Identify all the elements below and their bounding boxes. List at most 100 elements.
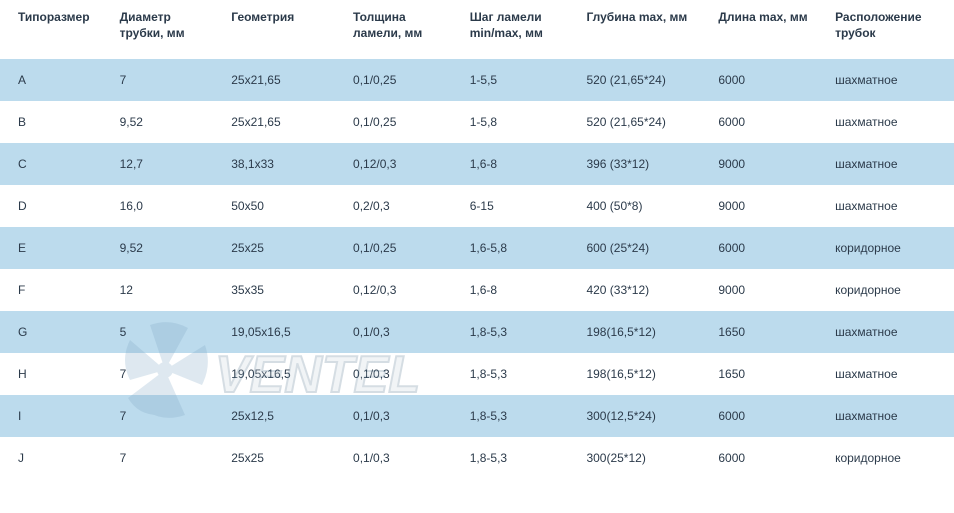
table-cell: 520 (21,65*24) (578, 101, 710, 143)
table-cell: 0,12/0,3 (345, 143, 462, 185)
table-cell: 0,2/0,3 (345, 185, 462, 227)
table-cell: 1,8-5,3 (462, 437, 579, 479)
table-cell: 1,8-5,3 (462, 353, 579, 395)
table-row: G519,05x16,50,1/0,31,8-5,3198(16,5*12)16… (0, 311, 954, 353)
table-cell: 300(12,5*24) (578, 395, 710, 437)
table-cell: C (0, 143, 112, 185)
table-cell: 198(16,5*12) (578, 311, 710, 353)
table-cell: 25x21,65 (223, 59, 345, 101)
table-cell: 300(25*12) (578, 437, 710, 479)
table-cell: 1-5,5 (462, 59, 579, 101)
table-cell: 7 (112, 59, 224, 101)
table-cell: 25x25 (223, 437, 345, 479)
col-header-depth: Глубина max, мм (578, 0, 710, 59)
table-cell: E (0, 227, 112, 269)
table-cell: A (0, 59, 112, 101)
table-row: E9,5225x250,1/0,251,6-5,8600 (25*24)6000… (0, 227, 954, 269)
table-cell: 1,6-8 (462, 269, 579, 311)
table-cell: 9000 (710, 269, 827, 311)
table-row: F1235x350,12/0,31,6-8420 (33*12)9000кори… (0, 269, 954, 311)
table-cell: D (0, 185, 112, 227)
col-header-length: Длина max, мм (710, 0, 827, 59)
table-cell: G (0, 311, 112, 353)
table-cell: 35x35 (223, 269, 345, 311)
col-header-thickness: Толщина ламели, мм (345, 0, 462, 59)
table-row: J725x250,1/0,31,8-5,3300(25*12)6000корид… (0, 437, 954, 479)
table-cell: 1-5,8 (462, 101, 579, 143)
table-cell: 0,12/0,3 (345, 269, 462, 311)
table-cell: 0,1/0,3 (345, 353, 462, 395)
table-cell: 50x50 (223, 185, 345, 227)
table-cell: 1,8-5,3 (462, 311, 579, 353)
table-cell: 19,05x16,5 (223, 353, 345, 395)
table-cell: шахматное (827, 101, 954, 143)
table-cell: 9,52 (112, 101, 224, 143)
table-cell: 7 (112, 437, 224, 479)
table-cell: 12,7 (112, 143, 224, 185)
col-header-diameter: Диаметр трубки, мм (112, 0, 224, 59)
col-header-location: Расположение трубок (827, 0, 954, 59)
table-cell: 25x12,5 (223, 395, 345, 437)
table-cell: 0,1/0,3 (345, 395, 462, 437)
table-cell: 16,0 (112, 185, 224, 227)
table-cell: 6000 (710, 59, 827, 101)
table-cell: 9000 (710, 185, 827, 227)
table-cell: 0,1/0,3 (345, 311, 462, 353)
table-cell: шахматное (827, 143, 954, 185)
table-row: H719,05x16,50,1/0,31,8-5,3198(16,5*12)16… (0, 353, 954, 395)
table-cell: 6000 (710, 101, 827, 143)
table-cell: 6-15 (462, 185, 579, 227)
table-row: D16,050x500,2/0,36-15400 (50*8)9000шахма… (0, 185, 954, 227)
col-header-size: Типоразмер (0, 0, 112, 59)
table-cell: 396 (33*12) (578, 143, 710, 185)
table-cell: 0,1/0,25 (345, 59, 462, 101)
table-cell: 0,1/0,25 (345, 101, 462, 143)
table-cell: 6000 (710, 227, 827, 269)
table-cell: 400 (50*8) (578, 185, 710, 227)
table-cell: коридорное (827, 437, 954, 479)
table-cell: 6000 (710, 395, 827, 437)
table-cell: 38,1x33 (223, 143, 345, 185)
table-cell: 1,8-5,3 (462, 395, 579, 437)
table-cell: 0,1/0,25 (345, 227, 462, 269)
table-cell: 1,6-5,8 (462, 227, 579, 269)
table-cell: 600 (25*24) (578, 227, 710, 269)
table-cell: 6000 (710, 437, 827, 479)
table-cell: 25x25 (223, 227, 345, 269)
table-cell: 0,1/0,3 (345, 437, 462, 479)
table-cell: F (0, 269, 112, 311)
table-body: A725x21,650,1/0,251-5,5520 (21,65*24)600… (0, 59, 954, 479)
table-cell: коридорное (827, 227, 954, 269)
table-header: Типоразмер Диаметр трубки, мм Геометрия … (0, 0, 954, 59)
table-cell: 7 (112, 353, 224, 395)
table-cell: 1650 (710, 353, 827, 395)
table-cell: I (0, 395, 112, 437)
col-header-step: Шаг ламели min/max, мм (462, 0, 579, 59)
table-cell: шахматное (827, 59, 954, 101)
table-cell: шахматное (827, 353, 954, 395)
table-cell: 12 (112, 269, 224, 311)
table-cell: коридорное (827, 269, 954, 311)
table-cell: 5 (112, 311, 224, 353)
table-cell: 420 (33*12) (578, 269, 710, 311)
table-cell: 1,6-8 (462, 143, 579, 185)
table-cell: 520 (21,65*24) (578, 59, 710, 101)
table-cell: шахматное (827, 311, 954, 353)
table-cell: 25x21,65 (223, 101, 345, 143)
table-row: C12,738,1x330,12/0,31,6-8396 (33*12)9000… (0, 143, 954, 185)
table-cell: 198(16,5*12) (578, 353, 710, 395)
table-cell: H (0, 353, 112, 395)
table-cell: шахматное (827, 185, 954, 227)
table-cell: 7 (112, 395, 224, 437)
table-cell: 9,52 (112, 227, 224, 269)
table-cell: J (0, 437, 112, 479)
table-row: A725x21,650,1/0,251-5,5520 (21,65*24)600… (0, 59, 954, 101)
table-cell: B (0, 101, 112, 143)
spec-table: Типоразмер Диаметр трубки, мм Геометрия … (0, 0, 954, 479)
table-cell: 19,05x16,5 (223, 311, 345, 353)
col-header-geometry: Геометрия (223, 0, 345, 59)
table-cell: 9000 (710, 143, 827, 185)
table-cell: шахматное (827, 395, 954, 437)
table-row: I725x12,50,1/0,31,8-5,3300(12,5*24)6000ш… (0, 395, 954, 437)
spec-table-container: Типоразмер Диаметр трубки, мм Геометрия … (0, 0, 954, 479)
